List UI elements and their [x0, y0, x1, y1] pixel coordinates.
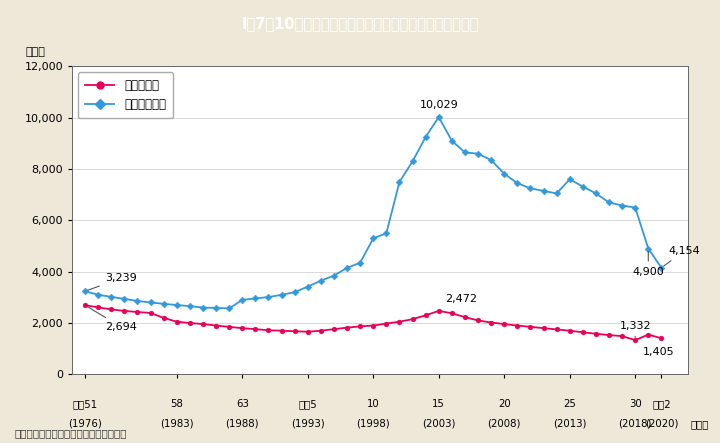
Text: (2013): (2013)	[553, 419, 587, 429]
Text: 3,239: 3,239	[88, 273, 137, 290]
Text: (2008): (2008)	[487, 419, 521, 429]
Text: 4,154: 4,154	[664, 246, 700, 266]
Text: 昭和51: 昭和51	[73, 399, 98, 409]
Text: 10: 10	[367, 399, 379, 409]
Text: （年）: （年）	[690, 419, 709, 429]
Text: 1,332: 1,332	[619, 321, 651, 338]
Text: (1976): (1976)	[68, 419, 102, 429]
Text: (2020): (2020)	[644, 419, 678, 429]
Text: (1993): (1993)	[291, 419, 325, 429]
Text: (1983): (1983)	[160, 419, 194, 429]
Text: 2,694: 2,694	[87, 307, 137, 332]
Text: 令和2: 令和2	[652, 399, 671, 409]
Text: (2018): (2018)	[618, 419, 652, 429]
Text: 1,405: 1,405	[643, 347, 675, 358]
Text: I－7－10図　強制性交等・強制わいせつ認知件数の推移: I－7－10図 強制性交等・強制わいせつ認知件数の推移	[241, 16, 479, 31]
Legend: 強制性交等, 強制わいせつ: 強制性交等, 強制わいせつ	[78, 72, 173, 118]
Text: （件）: （件）	[26, 47, 45, 57]
Text: 2,472: 2,472	[445, 294, 477, 304]
Text: (2003): (2003)	[422, 419, 456, 429]
Text: 15: 15	[432, 399, 445, 409]
Text: 10,029: 10,029	[419, 100, 458, 110]
Text: 58: 58	[171, 399, 183, 409]
Text: 30: 30	[629, 399, 642, 409]
Text: (1988): (1988)	[225, 419, 259, 429]
Text: 20: 20	[498, 399, 510, 409]
Text: 25: 25	[563, 399, 576, 409]
Text: (1998): (1998)	[356, 419, 390, 429]
Text: 63: 63	[236, 399, 248, 409]
Text: 4,900: 4,900	[632, 251, 664, 276]
Text: 平成5: 平成5	[298, 399, 317, 409]
Text: （備考）警察庁「犯罪統計」より作成。: （備考）警察庁「犯罪統計」より作成。	[14, 427, 127, 438]
